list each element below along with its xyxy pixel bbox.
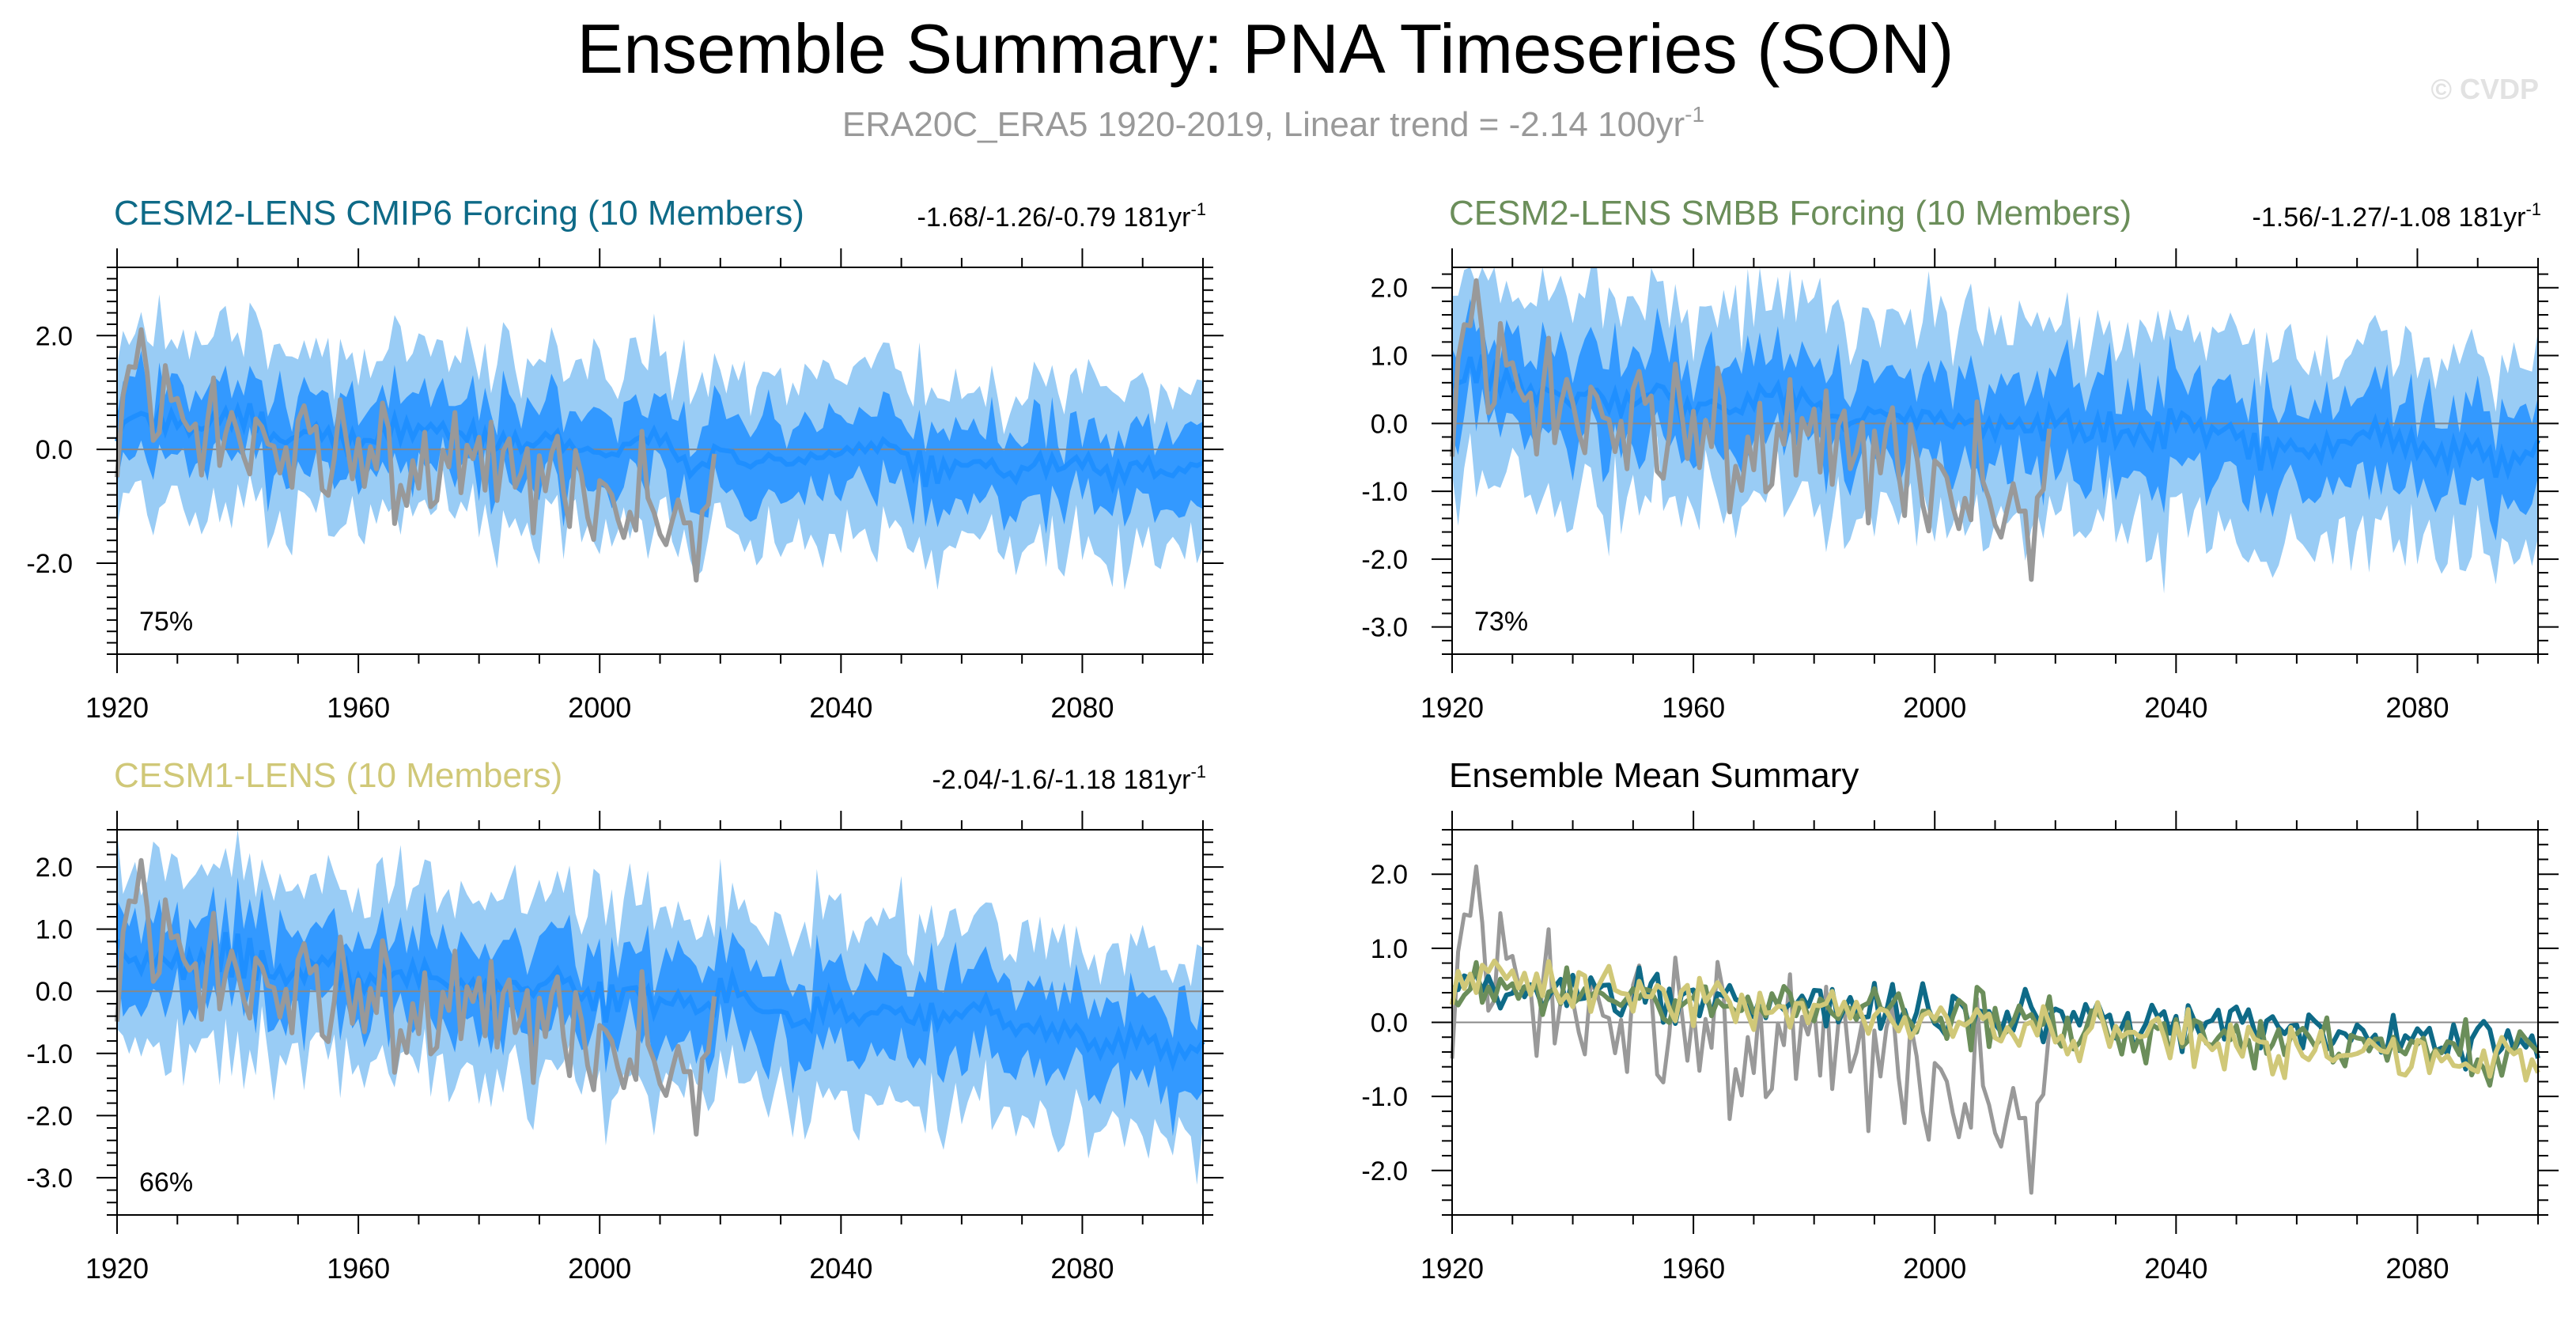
x-tick-label: 1920 bbox=[85, 1252, 149, 1285]
panel-trend: -1.56/-1.27/-1.08 181yr-1 bbox=[2253, 199, 2541, 233]
y-tick-label: -3.0 bbox=[26, 1164, 73, 1194]
x-tick-label: 2040 bbox=[2144, 691, 2207, 724]
plots: CESM2-LENS CMIP6 Forcing (10 Members) -1.… bbox=[26, 194, 2559, 1285]
panel-title: Ensemble Mean Summary bbox=[1449, 756, 1859, 795]
y-tick-label: -1.0 bbox=[1361, 477, 1408, 507]
percent-label: 66% bbox=[139, 1168, 193, 1198]
ensemble-inner-band bbox=[117, 877, 1203, 1137]
y-tick-label: 1.0 bbox=[36, 915, 73, 945]
y-tick-label: -1.0 bbox=[26, 1039, 73, 1069]
subtitle-text: ERA20C_ERA5 1920-2019, Linear trend = -2… bbox=[842, 105, 1685, 144]
x-tick-label: 2000 bbox=[1903, 1252, 1966, 1285]
panel-cmip6: CESM2-LENS CMIP6 Forcing (10 Members) -1.… bbox=[26, 194, 1224, 724]
x-tick-label: 2000 bbox=[1903, 691, 1966, 724]
x-tick-label: 1960 bbox=[327, 691, 390, 724]
trend-text: -1.68/-1.26/-0.79 181yr bbox=[917, 202, 1191, 233]
x-tick-label: 2040 bbox=[809, 691, 872, 724]
y-tick-label: -2.0 bbox=[26, 1101, 73, 1131]
panel-title: CESM2-LENS CMIP6 Forcing (10 Members) bbox=[114, 194, 804, 233]
trend-text: -2.04/-1.6/-1.18 181yr bbox=[932, 765, 1190, 795]
y-tick-label: 2.0 bbox=[36, 853, 73, 883]
subtitle-superscript: -1 bbox=[1685, 102, 1704, 127]
y-tick-label: 0.0 bbox=[1371, 409, 1408, 439]
x-tick-label: 2080 bbox=[2385, 1252, 2449, 1285]
y-tick-label: 2.0 bbox=[1371, 274, 1408, 304]
y-tick-label: -2.0 bbox=[26, 549, 73, 579]
x-tick-label: 1960 bbox=[1662, 1252, 1725, 1285]
panel-cesm1: CESM1-LENS (10 Members) -2.04/-1.6/-1.18 … bbox=[26, 756, 1224, 1285]
y-tick-label: 2.0 bbox=[36, 321, 73, 351]
x-tick-label: 2080 bbox=[1050, 1252, 1114, 1285]
y-tick-label: -3.0 bbox=[1361, 613, 1408, 643]
figure-title: Ensemble Summary: PNA Timeseries (SON) bbox=[577, 9, 1954, 88]
observed-line bbox=[1450, 278, 2052, 582]
panel-mean: Ensemble Mean Summary 2.0 1.0 0.0 -1.0 -2.0 19… bbox=[1361, 756, 2559, 1285]
panel-trend: -1.68/-1.26/-0.79 181yr-1 bbox=[917, 199, 1206, 233]
x-tick-label: 2040 bbox=[809, 1252, 872, 1285]
x-tick-label: 2040 bbox=[2144, 1252, 2207, 1285]
panel-title: CESM2-LENS SMBB Forcing (10 Members) bbox=[1449, 194, 2132, 233]
watermark: © CVDP bbox=[2430, 73, 2539, 105]
panel-smbb: CESM2-LENS SMBB Forcing (10 Members) -1.5… bbox=[1361, 194, 2559, 724]
y-tick-label: 1.0 bbox=[1371, 934, 1408, 964]
y-tick-label: 0.0 bbox=[1371, 1009, 1408, 1039]
y-tick-label: 0.0 bbox=[36, 435, 73, 465]
x-tick-label: 1920 bbox=[1420, 1252, 1484, 1285]
x-tick-label: 2000 bbox=[568, 691, 631, 724]
x-tick-label: 1960 bbox=[1662, 691, 1725, 724]
panel-trend: -2.04/-1.6/-1.18 181yr-1 bbox=[932, 762, 1206, 795]
smbb-mean-line bbox=[1450, 959, 2540, 1088]
percent-label: 73% bbox=[1474, 607, 1528, 637]
trend-text: -1.56/-1.27/-1.08 181yr bbox=[2253, 202, 2526, 233]
y-tick-label: 0.0 bbox=[36, 977, 73, 1007]
observed-line bbox=[1450, 864, 2052, 1195]
x-tick-label: 1960 bbox=[327, 1252, 390, 1285]
x-tick-label: 1920 bbox=[1420, 691, 1484, 724]
observed-line bbox=[115, 327, 717, 583]
x-tick-label: 1920 bbox=[85, 691, 149, 724]
y-tick-label: 1.0 bbox=[1371, 342, 1408, 372]
y-tick-label: -1.0 bbox=[1361, 1082, 1408, 1112]
x-tick-label: 2080 bbox=[2385, 691, 2449, 724]
x-tick-label: 2000 bbox=[568, 1252, 631, 1285]
x-tick-label: 2080 bbox=[1050, 691, 1114, 724]
observed-line bbox=[115, 857, 717, 1137]
figure-subtitle: ERA20C_ERA5 1920-2019, Linear trend = -2… bbox=[842, 102, 1704, 144]
percent-label: 75% bbox=[139, 607, 193, 637]
y-tick-label: -2.0 bbox=[1361, 1156, 1408, 1186]
ensemble-inner-band bbox=[1452, 298, 2538, 541]
cesm1-mean-line bbox=[1450, 958, 2540, 1083]
trend-superscript: -1 bbox=[1190, 762, 1206, 781]
panel-title: CESM1-LENS (10 Members) bbox=[114, 756, 562, 795]
trend-superscript: -1 bbox=[1190, 199, 1206, 219]
y-tick-label: 2.0 bbox=[1371, 860, 1408, 890]
trend-superscript: -1 bbox=[2525, 199, 2541, 219]
y-tick-label: -2.0 bbox=[1361, 545, 1408, 575]
